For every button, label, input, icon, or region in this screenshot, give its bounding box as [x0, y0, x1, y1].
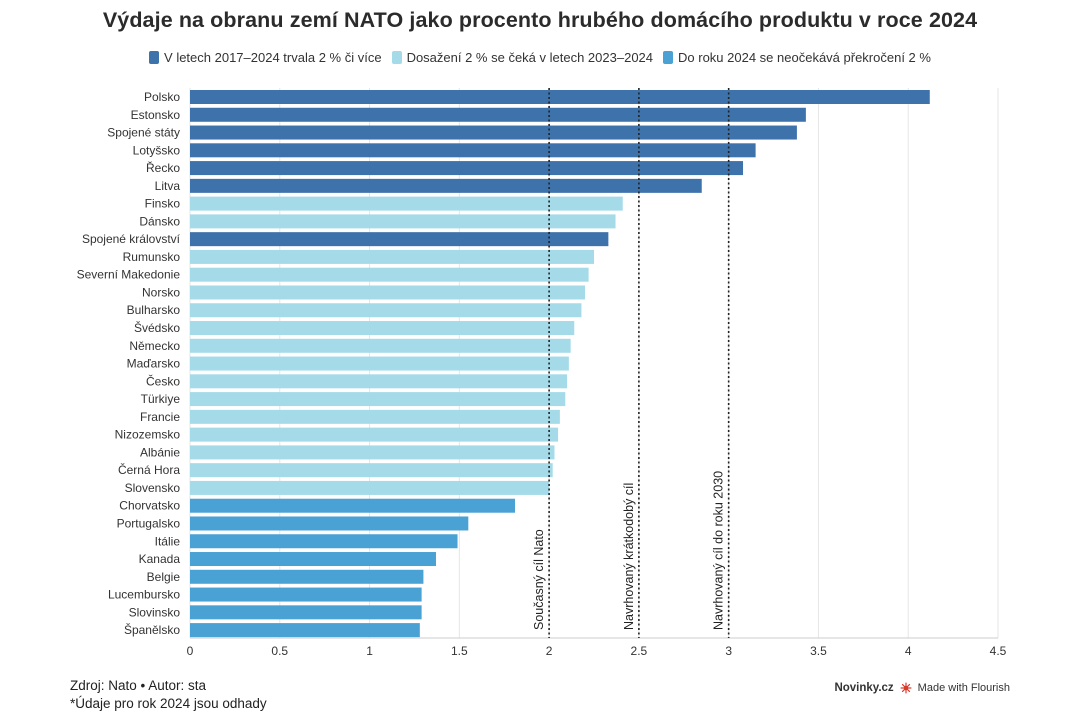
reference-line-label: Navrhovaný krátkodobý cíl	[622, 483, 636, 630]
country-label: Dánsko	[139, 214, 180, 228]
bar-itálie	[190, 534, 458, 549]
country-label: Švédsko	[134, 320, 180, 335]
x-tick-label: 0.5	[271, 644, 288, 658]
bar-dánsko	[190, 214, 616, 229]
reference-line-label: Současný cíl Nato	[532, 529, 546, 630]
country-label: Itálie	[155, 534, 181, 548]
country-label: Portugalsko	[117, 516, 181, 530]
bar-francie	[190, 409, 560, 424]
country-label: Španělsko	[124, 622, 180, 637]
bar-rumunsko	[190, 249, 594, 264]
flourish-icon	[900, 682, 912, 694]
footnote-text: *Údaje pro rok 2024 jsou odhady	[70, 696, 267, 711]
legend-label: Dosažení 2 % se čeká v letech 2023–2024	[406, 50, 654, 65]
country-label: Kanada	[139, 552, 181, 566]
bar-řecko	[190, 161, 744, 176]
bar-chorvatsko	[190, 498, 515, 513]
source-text: Zdroj: Nato • Autor: sta	[70, 678, 207, 693]
country-label: Türkiye	[141, 392, 181, 406]
site-logo: Novinky.cz	[834, 682, 894, 694]
bar-albánie	[190, 445, 555, 460]
x-tick-label: 3.5	[810, 644, 827, 658]
x-tick-label: 1.5	[451, 644, 468, 658]
country-label: Maďarsko	[127, 357, 181, 371]
legend-swatch	[663, 51, 674, 64]
legend-label: V letech 2017–2024 trvala 2 % či více	[164, 50, 382, 65]
legend-swatch	[391, 51, 402, 64]
x-tick-label: 4	[905, 644, 912, 658]
x-tick-label: 4.5	[990, 644, 1007, 658]
x-tick-label: 3	[725, 644, 732, 658]
bar-belgie	[190, 569, 424, 584]
country-label: Albánie	[140, 445, 180, 459]
country-label: Norsko	[142, 285, 180, 299]
country-label: Finsko	[145, 197, 181, 211]
country-label: Litva	[155, 179, 181, 193]
legend-label: Do roku 2024 se neočekává překročení 2 %	[678, 50, 931, 65]
x-tick-label: 1	[366, 644, 373, 658]
country-label: Chorvatsko	[119, 499, 180, 513]
country-label: Francie	[140, 410, 180, 424]
x-tick-label: 2	[546, 644, 553, 658]
country-label: Černá Hora	[118, 462, 180, 477]
chart-legend: V letech 2017–2024 trvala 2 % či více Do…	[0, 50, 1080, 65]
bar-estonsko	[190, 107, 806, 122]
bar-slovensko	[190, 480, 550, 495]
country-label: Slovensko	[125, 481, 181, 495]
bar-portugalsko	[190, 516, 469, 531]
reference-line-label: Navrhovaný cíl do roku 2030	[712, 471, 726, 630]
bar-švédsko	[190, 321, 575, 336]
country-label: Severní Makedonie	[77, 268, 181, 282]
bar-nizozemsko	[190, 427, 559, 442]
bar-černá-hora	[190, 463, 553, 478]
bar-slovinsko	[190, 605, 422, 620]
country-label: Estonsko	[131, 108, 181, 122]
country-label: Nizozemsko	[115, 428, 181, 442]
bar-norsko	[190, 285, 586, 300]
bar-türkiye	[190, 392, 566, 407]
bar-maďarsko	[190, 356, 569, 371]
bar-kanada	[190, 552, 436, 567]
legend-item: V letech 2017–2024 trvala 2 % či více	[149, 50, 382, 65]
x-tick-label: 0	[187, 644, 194, 658]
branding: Novinky.cz Made with Flourish	[834, 682, 1010, 694]
bar-polsko	[190, 90, 930, 104]
bar-bulharsko	[190, 303, 582, 318]
country-label: Rumunsko	[123, 250, 181, 264]
bar-česko	[190, 374, 568, 389]
chart-title: Výdaje na obranu zemí NATO jako procento…	[102, 8, 978, 32]
country-label: Spojené státy	[107, 126, 180, 140]
country-label: Bulharsko	[127, 303, 181, 317]
legend-item: Dosažení 2 % se čeká v letech 2023–2024	[391, 50, 654, 65]
bar-spojené-státy	[190, 125, 797, 140]
legend-item: Do roku 2024 se neočekává překročení 2 %	[663, 50, 931, 65]
country-label: Slovinsko	[129, 605, 181, 619]
country-label: Polsko	[144, 90, 180, 104]
legend-swatch	[149, 51, 160, 64]
country-label: Belgie	[147, 570, 181, 584]
bar-německo	[190, 338, 571, 353]
bar-finsko	[190, 196, 623, 211]
bar-severní-makedonie	[190, 267, 589, 282]
country-label: Česko	[146, 373, 180, 388]
country-label: Lucembursko	[108, 588, 180, 602]
country-label: Řecko	[146, 160, 180, 175]
bar-litva	[190, 178, 702, 193]
country-label: Lotyšsko	[133, 143, 181, 157]
bar-lotyšsko	[190, 143, 756, 158]
country-label: Spojené království	[82, 232, 181, 246]
bar-lucembursko	[190, 587, 422, 602]
bar-spojené-království	[190, 232, 609, 247]
country-label: Německo	[129, 339, 180, 353]
made-with-flourish-link[interactable]: Made with Flourish	[917, 682, 1010, 694]
bar-španělsko	[190, 623, 420, 638]
x-tick-label: 2.5	[631, 644, 648, 658]
